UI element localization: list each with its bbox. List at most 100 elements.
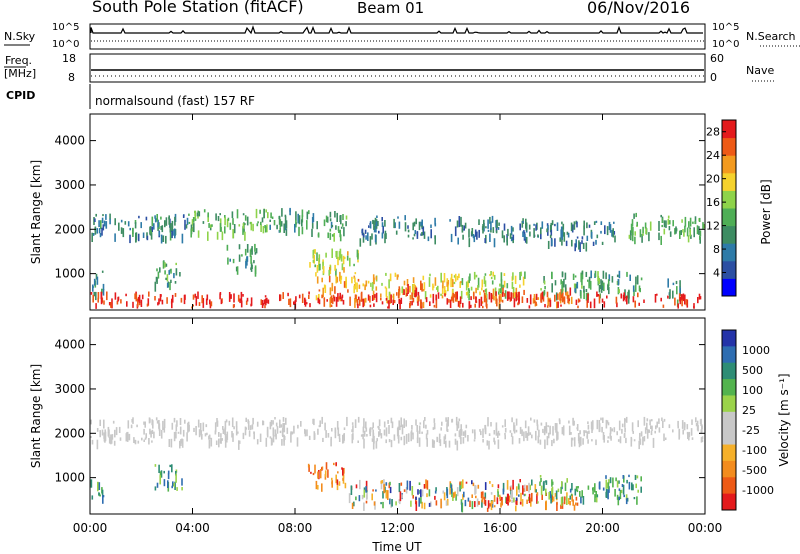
power-cell (434, 235, 436, 245)
power-cell (385, 287, 388, 297)
power-cell (101, 227, 103, 236)
velocity-cell (282, 422, 284, 430)
power-cell (645, 227, 647, 235)
velocity-cell (275, 422, 278, 427)
power-cell (543, 280, 546, 285)
power-cell (478, 298, 481, 308)
velocity-cell (484, 425, 486, 430)
power-cell (297, 213, 299, 224)
velocity-cell (421, 501, 423, 509)
power-cell (231, 211, 234, 219)
velocity-cell (322, 437, 324, 442)
power-cell (209, 303, 212, 309)
power-cell (458, 222, 461, 228)
power-cell (156, 214, 158, 222)
velocity-cell (233, 426, 235, 430)
power-cell (338, 296, 340, 300)
power-cell (216, 231, 219, 240)
power-cell (493, 274, 496, 280)
velocity-cell (390, 439, 393, 448)
velocity-cell (245, 427, 247, 430)
power-cell (238, 224, 241, 227)
power-cell (684, 216, 687, 227)
power-cell (459, 281, 461, 288)
velocity-cell (471, 501, 474, 510)
power-cell (512, 237, 514, 244)
velocity-cell (272, 420, 274, 425)
velocity-cell (465, 481, 468, 484)
beam-label: Beam 01 (357, 0, 425, 17)
velocity-cell (555, 490, 558, 500)
velocity-cell (398, 483, 401, 493)
power-cell (683, 232, 685, 237)
power-cell (409, 300, 412, 307)
power-cell (686, 227, 689, 237)
velocity-cell (661, 417, 663, 422)
power-cell (308, 210, 310, 215)
power-cell (483, 292, 486, 303)
power-cell (301, 226, 304, 235)
velocity-cell (446, 423, 448, 432)
velocity-cell (400, 482, 403, 486)
velocity-cell (388, 425, 390, 434)
power-cell (321, 294, 323, 299)
power-cell (372, 282, 374, 289)
velocity-cell (497, 439, 500, 449)
velocity-cell (91, 495, 94, 500)
velocity-cell (569, 501, 571, 506)
power-cell (149, 226, 151, 235)
velocity-cell (539, 439, 542, 445)
velocity-cell (592, 420, 594, 430)
power-cell (603, 301, 606, 305)
power-cell (520, 271, 522, 277)
power-cell (615, 296, 618, 304)
velocity-cell (412, 495, 414, 499)
power-cell (698, 293, 701, 300)
velocity-cell (114, 429, 116, 438)
velocity-cell (325, 430, 327, 438)
power-cell (158, 231, 161, 236)
power-cell (377, 221, 379, 227)
velocity-cell (462, 437, 465, 444)
velocity-cell (536, 492, 539, 496)
velocity-cell (625, 437, 627, 444)
power-cell (256, 223, 259, 227)
power-cell (453, 281, 456, 285)
power-cell (353, 285, 355, 294)
power-cell (325, 252, 327, 258)
velocity-cell (605, 475, 607, 479)
velocity-cell (205, 424, 208, 428)
power-cell (557, 301, 559, 308)
velocity-cell (415, 419, 417, 426)
power-cell (699, 235, 701, 240)
power-cell (267, 299, 270, 304)
power-cell (342, 214, 344, 220)
power-cell (358, 284, 361, 289)
velocity-cell (534, 484, 537, 493)
velocity-cell (416, 425, 418, 432)
velocity-cell (214, 422, 217, 433)
velocity-cell (173, 417, 176, 423)
power-cell (335, 296, 338, 307)
velocity-cell (575, 486, 578, 491)
velocity-cell (520, 492, 522, 502)
velocity-cell (279, 430, 282, 434)
velocity-cell (551, 440, 553, 447)
power-cell (306, 211, 309, 220)
velocity-cell (598, 428, 601, 432)
power-cell (487, 219, 489, 229)
velocity-cell (160, 430, 163, 439)
velocity-cell (198, 429, 201, 438)
power-cell (311, 228, 313, 237)
velocity-cell (156, 420, 159, 424)
velocity-cell (513, 422, 515, 432)
velocity-cell (606, 420, 609, 424)
velocity-cell (446, 429, 449, 432)
power-cell (620, 293, 623, 299)
velocity-cell (458, 430, 461, 437)
power-cell (473, 235, 476, 243)
velocity-cell (658, 418, 660, 424)
velocity-cell (379, 429, 381, 436)
velocity-cell (701, 437, 703, 441)
power-cell (137, 233, 140, 242)
